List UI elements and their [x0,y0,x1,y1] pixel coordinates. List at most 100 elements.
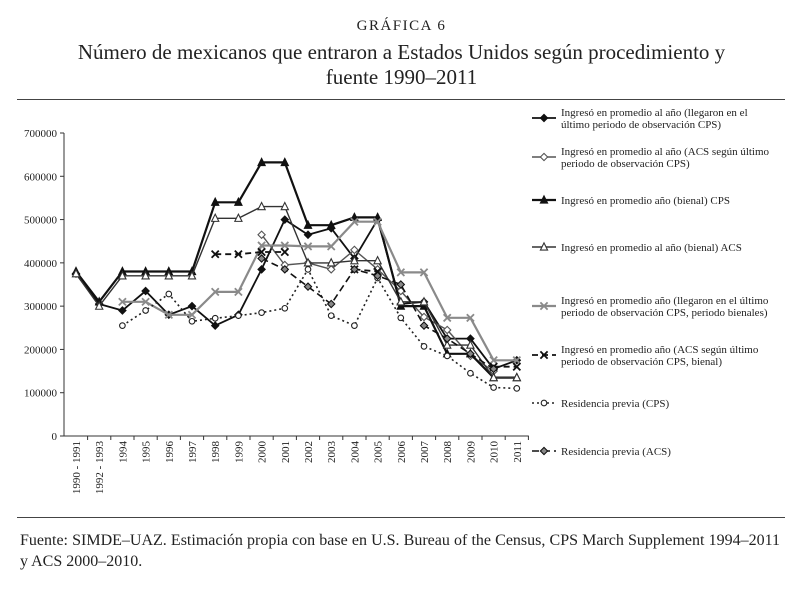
series-group [71,201,522,382]
data-point [350,245,359,255]
data-point [303,230,313,240]
data-point [210,287,220,297]
data-point [349,255,359,265]
legend-entry: Ingresó en promedio al año (ACS según úl… [532,146,770,170]
x-tick-label: 2004 [349,441,361,464]
legend-label: Ingresó en promedio año (llegaron en el … [561,295,769,319]
y-tick-label: 300000 [24,301,58,313]
y-tick-label: 600000 [24,171,58,183]
x-tick-label: 1994 [117,441,129,464]
x-tick-label: 2007 [419,441,431,464]
data-point [164,310,174,320]
data-point [396,296,406,306]
chart-axes: 0 100000 200000 300000 400000 500000 600000 700… [24,128,529,494]
data-point [303,242,313,251]
data-point [164,270,174,280]
data-point [257,201,267,211]
data-point [539,350,549,360]
data-point [420,343,428,350]
data-point [419,312,429,322]
data-point [258,309,265,316]
legend-entry: Ingresó en promedio año (llegaron en el … [532,295,769,319]
y-tick-label: 400000 [24,258,58,270]
data-point [210,212,220,222]
data-point [141,286,150,296]
data-point [512,356,522,365]
legend-label: Ingresó en promedio año (bienal) CPS [561,195,730,207]
data-point [234,287,243,297]
data-point [489,364,498,374]
data-point [442,334,452,343]
data-point [188,317,196,325]
chart-legend: Ingresó en promedio al año (llegaron en … [532,107,770,458]
x-tick-label: 1995 [141,441,153,464]
legend-entry: Ingresó en promedio al año (llegaron en … [532,107,748,131]
data-point [350,264,359,274]
series-group [71,157,522,382]
data-point [539,194,549,204]
data-point [257,230,266,240]
chart-kicker: GRÁFICA 6 [356,18,447,34]
data-point [442,313,452,323]
data-point [512,372,522,382]
data-point [257,247,266,257]
data-point [467,369,474,377]
legend-label: Residencia previa (ACS) [561,446,671,458]
data-point [419,296,429,306]
data-point [233,212,243,222]
series-line [122,220,517,362]
legend-label: Residencia previa (CPS) [561,398,669,410]
data-point [165,290,173,298]
data-point [280,215,290,224]
x-tick-label: 2005 [373,441,385,464]
legend-label: Ingresó en promedio al año (ACS según úl… [561,146,770,170]
data-point [257,264,266,274]
data-point [326,242,336,251]
data-point [540,399,548,407]
data-point [326,219,336,229]
data-point [281,304,289,312]
data-point [443,352,451,360]
data-point [326,257,336,267]
data-point [396,280,406,289]
data-point [94,300,104,310]
data-point [539,113,549,123]
legend-label: Ingresó en promedio año (ACS según últim… [561,344,759,368]
data-point [539,152,549,162]
data-point [210,321,220,330]
data-point [257,241,266,250]
data-point [539,241,549,251]
legend-entry: Ingresó en promedio año (ACS según últim… [532,344,759,368]
data-point [118,306,127,315]
data-point [351,322,358,329]
series-group [119,266,521,392]
data-point [489,372,499,382]
data-point [466,313,475,323]
series-line [75,218,518,370]
x-tick-label: 2000 [257,441,269,464]
data-point [280,241,290,250]
data-point [303,257,313,267]
data-point [490,384,497,391]
data-point [141,297,150,307]
legend-entry: Ingresó en promedio año (bienal) CPS [532,194,730,207]
chart-title: Número de mexicanos que entraron a Estad… [77,40,726,89]
x-tick-label: 2002 [303,441,315,463]
data-point [234,249,243,259]
data-point [233,196,243,206]
data-point [326,299,336,309]
data-point [396,300,406,310]
top-rule [17,99,785,100]
data-point [396,268,406,277]
x-tick-label: 2011 [512,441,524,463]
x-tick-label: 1999 [233,441,245,464]
data-point [257,254,266,263]
data-point [280,201,290,211]
x-tick-label: 2006 [396,441,408,464]
data-point [466,349,475,359]
data-point [71,268,81,278]
source-note: Fuente: SIMDE–UAZ. Estimación propia con… [20,532,780,570]
data-point [210,196,220,206]
legend-entry: Residencia previa (ACS) [532,446,671,458]
data-point [419,321,429,330]
